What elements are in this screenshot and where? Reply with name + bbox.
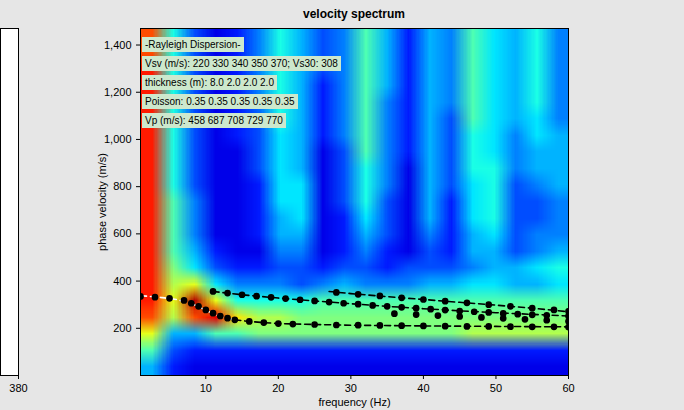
html-text:velocity spectrum: velocity spectrum [303,7,405,21]
svg-text:10: 10 [200,382,212,394]
svg-text:60: 60 [562,382,574,394]
svg-text:40: 40 [417,382,429,394]
svg-text:800: 800 [113,180,131,192]
svg-text:1,200: 1,200 [104,86,132,98]
svg-text:30: 30 [345,382,357,394]
svg-text:1,000: 1,000 [104,133,132,145]
html-text:thickness (m): 8.0 2.0 2.0 2.0: thickness (m): 8.0 2.0 2.0 2.0 [145,77,274,88]
svg-text:frequency (Hz): frequency (Hz) [318,396,390,408]
svg-text:380: 380 [9,382,27,394]
svg-text:1,400: 1,400 [104,39,132,51]
svg-text:50: 50 [490,382,502,394]
svg-text:20: 20 [272,382,284,394]
svg-text:phase velocity (m/s): phase velocity (m/s) [96,153,108,251]
svg-text:200: 200 [113,322,131,334]
html-text:Vsv (m/s): 220 330 340 350 370: Vsv (m/s): 220 330 340 350 370; Vs30: 30… [145,58,338,69]
html-text:-Rayleigh Dispersion-: -Rayleigh Dispersion- [145,39,241,50]
html-text:Vp (m/s): 458 687 708 729 770: Vp (m/s): 458 687 708 729 770 [145,115,283,126]
svg-text:400: 400 [113,275,131,287]
svg-text:600: 600 [113,227,131,239]
html-text:Poisson: 0.35 0.35 0.35 0.35 0: Poisson: 0.35 0.35 0.35 0.35 0.35 [145,96,295,107]
